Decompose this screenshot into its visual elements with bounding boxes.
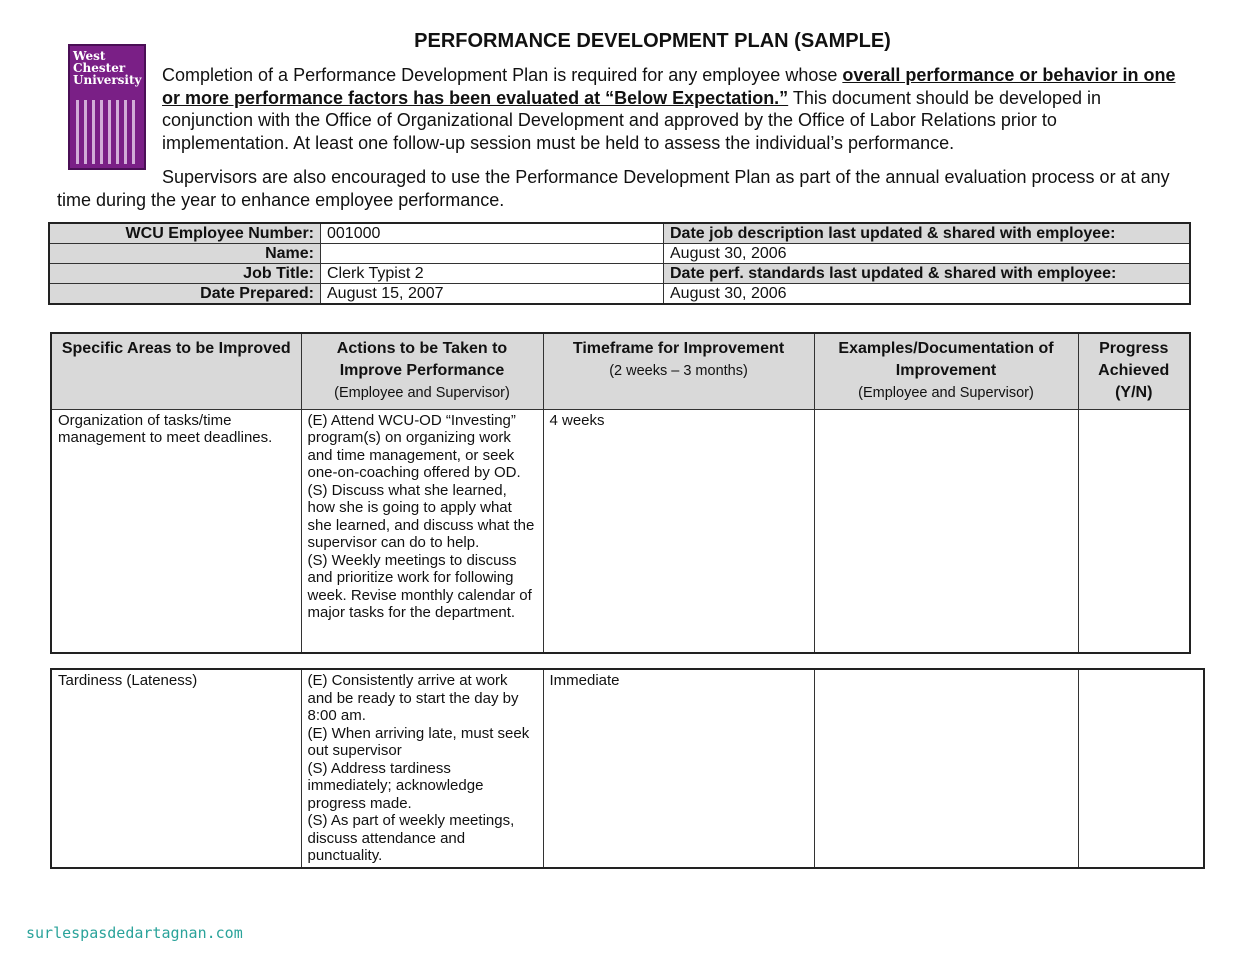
page-title: PERFORMANCE DEVELOPMENT PLAN (SAMPLE): [414, 30, 891, 52]
date-prepared-label: Date Prepared:: [48, 283, 321, 305]
table-row: Organization of tasks/time management to…: [50, 408, 1191, 654]
column-header: Actions to be Taken to Improve Performan…: [300, 332, 544, 410]
intro-paragraph: Completion of a Performance Development …: [162, 64, 1182, 154]
actions-cell: (E) Attend WCU-OD “Investing” program(s)…: [300, 408, 544, 654]
intro-text: Completion of a Performance Development …: [162, 65, 843, 85]
column-header: Specific Areas to be Improved: [50, 332, 302, 410]
employee-info-table: WCU Employee Number: 001000 Date job descr…: [48, 222, 1191, 305]
employee-number-label: WCU Employee Number:: [48, 222, 321, 244]
column-header: Timeframe for Improvement (2 weeks – 3 mo…: [542, 332, 815, 410]
table-row: Tardiness (Lateness) (E) Consistently ar…: [50, 668, 1205, 868]
watermark: surlespasdedartagnan.com: [26, 924, 243, 942]
plan-table-2: Tardiness (Lateness) (E) Consistently ar…: [50, 668, 1205, 869]
column-header: Progress Achieved (Y/N): [1077, 332, 1191, 410]
job-title: Clerk Typist 2: [320, 263, 664, 284]
area-cell: Tardiness (Lateness): [50, 668, 302, 868]
timeframe-cell: Immediate: [542, 668, 815, 868]
university-logo: West Chester University: [68, 44, 146, 170]
job-title-label: Job Title:: [48, 263, 321, 284]
intro-emphasis: overall performance or behavior in one o…: [162, 65, 1176, 108]
job-desc-label: Date job description last updated & shar…: [663, 222, 1191, 244]
intro-text-cont: This document should be developed in con…: [162, 87, 1102, 153]
name-value: [320, 243, 664, 264]
date-prepared: August 15, 2007: [320, 283, 664, 305]
supervisor-paragraph: Supervisors are also encouraged to use t…: [57, 167, 1170, 210]
job-desc-date: August 30, 2006: [663, 243, 1191, 264]
actions-cell: (E) Consistently arrive at work and be r…: [300, 668, 544, 868]
employee-number: 001000: [320, 222, 664, 244]
perf-std-label: Date perf. standards last updated & shar…: [663, 263, 1191, 284]
progress-cell: [1077, 408, 1191, 654]
column-header: Examples/Documentation of Improvement (Em…: [813, 332, 1079, 410]
name-label: Name:: [48, 243, 321, 264]
perf-std-date: August 30, 2006: [663, 283, 1191, 305]
timeframe-cell: 4 weeks: [542, 408, 815, 654]
examples-cell: [813, 408, 1079, 654]
plan-table: Specific Areas to be Improved Actions to…: [50, 332, 1191, 654]
progress-cell: [1077, 668, 1205, 868]
examples-cell: [813, 668, 1079, 868]
area-cell: Organization of tasks/time management to…: [50, 408, 302, 654]
